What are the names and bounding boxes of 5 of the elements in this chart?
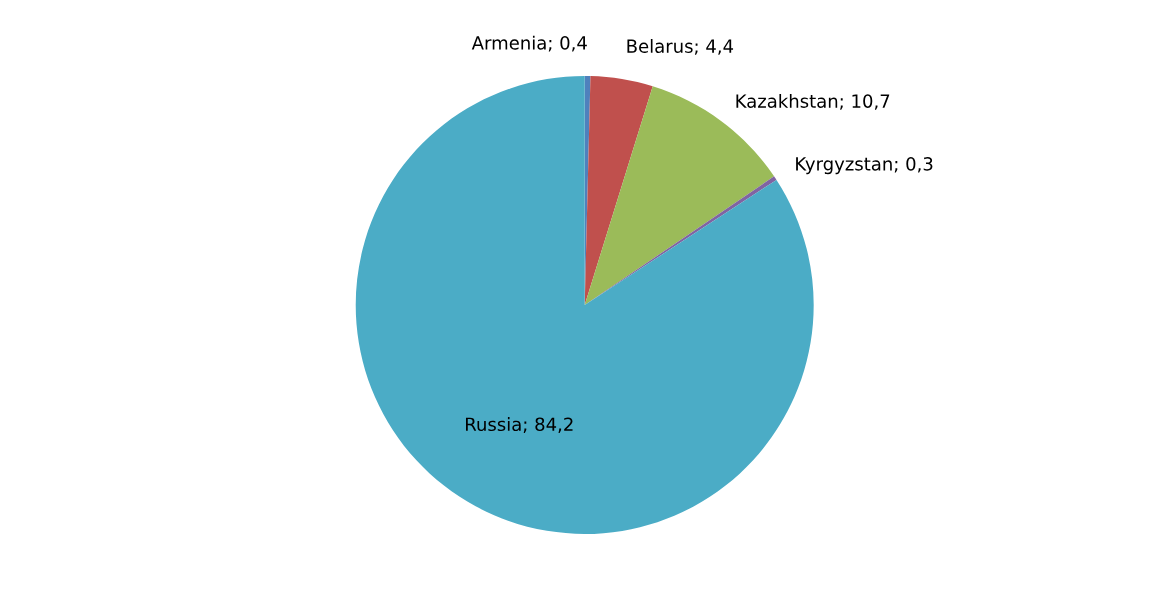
slice-label: Russia; 84,2: [466, 417, 573, 433]
slice-label: Kazakhstan; 10,7: [736, 93, 890, 110]
slice-label: Kyrgyzstan; 0,3: [796, 156, 933, 175]
slice-label: Belarus; 4,4: [627, 39, 734, 55]
slice-label: Armenia; 0,4: [471, 35, 587, 52]
